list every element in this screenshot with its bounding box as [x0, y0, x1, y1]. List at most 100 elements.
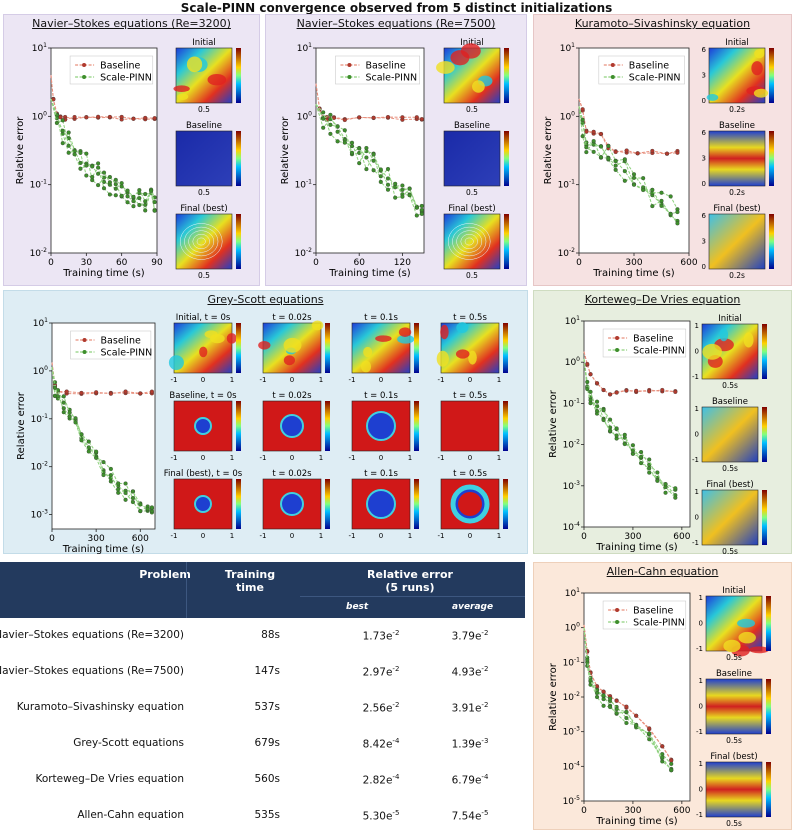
table-row: Allen-Cahn equation 535s 5.30e-5 7.54e-5: [0, 798, 525, 834]
panel-title: Navier–Stokes equations (Re=7500): [296, 17, 496, 30]
figure-title: Scale-PINN convergence observed from 5 d…: [180, 1, 613, 15]
table-row: Navier–Stokes equations (Re=7500) 147s 2…: [0, 654, 525, 690]
data-point: [54, 120, 59, 126]
field-blob: [440, 324, 449, 340]
streamline: [188, 230, 215, 253]
series-line-baseline: [51, 362, 152, 395]
legend-box: [598, 55, 685, 85]
inset-x-tick: 0: [201, 454, 205, 462]
data-point: [61, 400, 66, 405]
field-blob: [173, 85, 190, 93]
data-point: [101, 472, 106, 478]
legend-marker: [82, 63, 87, 67]
data-point: [342, 128, 347, 133]
inset-x-tick: 0.5s: [722, 381, 738, 390]
tick-label: 10-2: [31, 461, 49, 473]
legend-label: Scale-PINN: [365, 73, 417, 84]
data-point: [634, 713, 639, 718]
data-point: [606, 143, 611, 149]
inset-y-tick: 0: [702, 263, 706, 271]
field-blob: [472, 80, 485, 93]
inset-x-tick: 0.2s: [729, 271, 745, 280]
field-blob: [456, 322, 469, 333]
data-point: [624, 715, 629, 721]
cell-problem: Navier–Stokes equations (Re=7500): [0, 665, 184, 677]
data-point: [84, 115, 89, 120]
data-point: [131, 204, 136, 209]
y-axis-label: Relative error: [16, 391, 27, 460]
data-point: [101, 460, 106, 465]
inset-x-tick: 0: [290, 532, 294, 540]
data-point: [585, 361, 590, 367]
table-row: Korteweg–De Vries equation 560s 2.82e-4 …: [0, 762, 525, 798]
series-line-baseline: [583, 624, 672, 760]
spot: [366, 489, 396, 519]
legend-marker: [615, 336, 620, 340]
inset-y-tick: -1: [692, 539, 699, 547]
header-best: best: [346, 602, 369, 612]
inset-x-tick: 0: [468, 454, 472, 462]
data-point: [61, 410, 66, 415]
inset-title: Final (best): [448, 204, 495, 214]
streamline: [464, 237, 474, 246]
legend-label: Scale-PINN: [100, 73, 152, 84]
streamline: [192, 234, 210, 249]
inset-y-tick: 0: [699, 620, 703, 628]
spot: [280, 414, 304, 438]
data-point: [385, 176, 391, 181]
data-point: [624, 148, 629, 153]
data-point: [634, 388, 639, 393]
data-point: [79, 432, 84, 437]
inset-title: Baseline: [712, 397, 748, 407]
data-point: [601, 703, 606, 708]
inset-y-tick: -1: [696, 811, 703, 819]
inset-title: Initial: [718, 314, 742, 324]
data-point: [125, 188, 130, 193]
inset-title: Initial: [460, 38, 484, 48]
inset-title: Final (best): [180, 204, 227, 214]
data-point: [594, 409, 600, 414]
series-line-scale-pinn: [583, 358, 676, 489]
inset-x-tick: -1: [260, 454, 267, 462]
data-point: [641, 176, 646, 181]
data-point: [663, 490, 668, 495]
data-point: [407, 186, 412, 191]
tick-label: 10-3: [563, 726, 581, 738]
data-point: [72, 152, 77, 157]
data-point: [631, 182, 637, 187]
data-point: [149, 188, 154, 193]
legend-marker: [82, 75, 87, 79]
tick-label: 10-2: [558, 247, 576, 259]
tick-label: 100: [33, 365, 48, 377]
data-point: [624, 709, 629, 714]
series-line-scale-pinn: [51, 367, 153, 513]
cell-average: 1.39e-3: [451, 737, 489, 751]
data-point: [143, 115, 148, 120]
field-blob: [398, 327, 412, 337]
legend-box: [602, 600, 687, 630]
inset-x-tick: -1: [171, 376, 178, 384]
data-point: [647, 389, 652, 394]
legend-marker: [615, 620, 620, 624]
data-point: [385, 182, 391, 187]
inset-title: t = 0.5s: [453, 469, 487, 479]
inset-title: Initial: [725, 38, 749, 48]
inset-y-tick: 6: [702, 46, 707, 54]
panel-title: Kuramoto–Sivashinsky equation: [574, 17, 751, 30]
tick-label: 0: [49, 534, 55, 544]
data-point: [357, 161, 362, 166]
data-point: [419, 203, 424, 208]
data-point: [152, 200, 157, 205]
field-blob: [455, 349, 470, 359]
panel-ks: Kuramoto–Sivashinsky equation 101 100 10-1…: [533, 14, 792, 286]
data-point: [143, 202, 148, 207]
tick-label: 10-4: [563, 521, 581, 533]
tick-label: 101: [565, 315, 580, 327]
tick-label: 300: [88, 534, 105, 544]
tick-label: 0: [313, 258, 319, 268]
data-point: [52, 385, 57, 390]
inset-x-tick: -1: [438, 454, 445, 462]
data-point: [113, 193, 118, 198]
inset-y-tick: 1: [695, 322, 699, 330]
